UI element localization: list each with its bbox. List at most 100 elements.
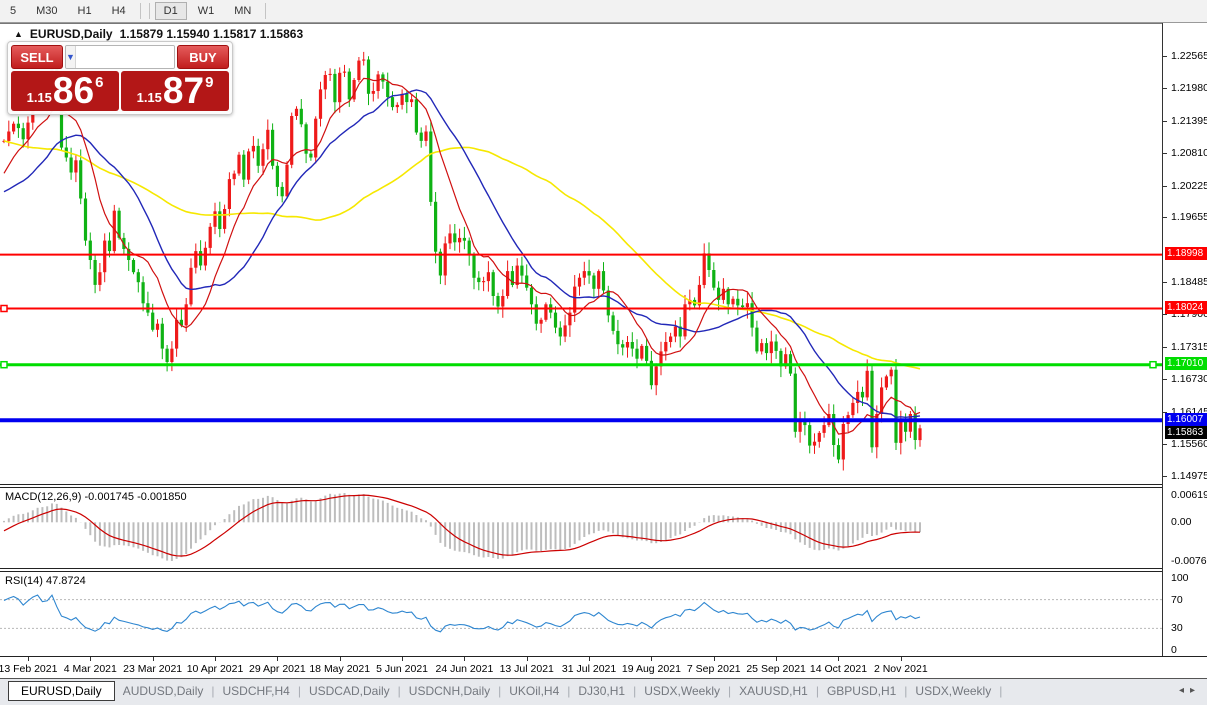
date-label: 13 Feb 2021 xyxy=(0,663,58,675)
chart-bottom-border xyxy=(0,656,1207,657)
price-tick-label: 1.20225 xyxy=(1171,179,1207,192)
toolbar-separator xyxy=(139,3,141,19)
time-tick xyxy=(589,657,591,661)
time-tick xyxy=(215,657,217,661)
price-tick-label: 1.21980 xyxy=(1171,82,1207,95)
date-label: 23 Mar 2021 xyxy=(123,663,183,675)
tab-separator: | xyxy=(567,684,571,698)
volume-decrease-button[interactable]: ▼ xyxy=(66,46,76,68)
buy-price-display[interactable]: 1.15 87 9 xyxy=(121,71,229,111)
time-tick xyxy=(651,657,653,661)
tab-separator: | xyxy=(498,684,502,698)
tab-separator: | xyxy=(728,684,732,698)
date-label: 31 Jul 2021 xyxy=(561,663,617,675)
sell-button[interactable]: SELL xyxy=(11,45,63,69)
price-tick-label: 70 xyxy=(1171,593,1183,606)
price-tick-label: 100 xyxy=(1171,572,1189,584)
tab-usdx-weekly[interactable]: USDX,Weekly xyxy=(915,684,992,698)
axis-tick xyxy=(1163,153,1167,155)
sell-price-prefix: 1.15 xyxy=(26,90,52,105)
time-axis[interactable]: 13 Feb 2021 4 Mar 2021 23 Mar 2021 10 Apr 2… xyxy=(0,657,1207,678)
price-tick-label: 1.14975 xyxy=(1171,470,1207,483)
buy-button[interactable]: BUY xyxy=(177,45,229,69)
price-tick-label: 1.20810 xyxy=(1171,147,1207,160)
tab-usdx-weekly[interactable]: USDX,Weekly xyxy=(644,684,720,698)
quote-ohlc: 1.15879 1.15940 1.15817 1.15863 xyxy=(119,27,304,41)
axis-tick xyxy=(1163,217,1167,219)
date-label: 10 Apr 2021 xyxy=(186,663,244,675)
date-label: 18 May 2021 xyxy=(309,663,371,675)
one-click-trading-panel: SELL ▼ ▲ BUY 1.15 86 6 1.15 87 9 xyxy=(7,41,233,115)
price-tick-label: 0 xyxy=(1171,644,1177,656)
tab-separator: | xyxy=(633,684,637,698)
date-label: 2 Nov 2021 xyxy=(873,663,928,675)
timeframe-button-H1[interactable]: H1 xyxy=(77,5,92,17)
price-tick-label: 1.22565 xyxy=(1171,49,1207,62)
time-tick xyxy=(464,657,466,661)
time-tick xyxy=(402,657,404,661)
timeframe-button-5[interactable]: 5 xyxy=(10,5,17,17)
axis-tick xyxy=(1163,379,1167,381)
price-axis[interactable]: 1.22565 1.21980 1.21395 1.20810 1.20225 1.196… xyxy=(1162,23,1207,656)
price-tick-label: 1.15560 xyxy=(1171,438,1207,451)
axis-tick xyxy=(1163,185,1167,187)
candlestick-chart[interactable] xyxy=(0,24,1162,484)
price-tick-label: 30 xyxy=(1171,622,1183,635)
buy-price-big: 87 xyxy=(162,70,205,111)
date-label: 24 Jun 2021 xyxy=(435,663,494,675)
price-level-label: 1.18024 xyxy=(1165,301,1207,315)
tab-xauusd-h1[interactable]: XAUUSD,H1 xyxy=(739,684,808,698)
toolbar-separator xyxy=(148,3,150,19)
time-tick xyxy=(277,657,279,661)
price-tick-label: 1.16730 xyxy=(1171,373,1207,386)
axis-tick xyxy=(1163,444,1167,446)
timeframe-button-W1[interactable]: W1 xyxy=(197,5,215,17)
tab-usdcad-daily[interactable]: USDCAD,Daily xyxy=(308,684,390,698)
macd-chart xyxy=(3,493,921,561)
main-chart-pane[interactable] xyxy=(0,23,1162,484)
sell-price-sup: 6 xyxy=(95,74,104,91)
pane-separator[interactable] xyxy=(0,568,1207,569)
sell-price-big: 86 xyxy=(52,70,95,111)
tab-scroll-right-icon[interactable]: ▸ xyxy=(1189,685,1201,696)
timeframe-button-M30[interactable]: M30 xyxy=(36,5,58,17)
time-tick xyxy=(526,657,528,661)
timeframe-button-MN[interactable]: MN xyxy=(234,5,252,17)
tab-separator: | xyxy=(815,684,819,698)
axis-tick xyxy=(1163,346,1167,348)
price-tick-label: 0.006193 xyxy=(1171,489,1207,501)
buy-price-prefix: 1.15 xyxy=(136,90,162,105)
sell-price-display[interactable]: 1.15 86 6 xyxy=(11,71,119,111)
macd-pane[interactable]: MACD(12,26,9) -0.001745 -0.001850 xyxy=(0,488,1162,568)
pane-separator[interactable] xyxy=(0,484,1207,485)
tab-usdchf-h4[interactable]: USDCHF,H4 xyxy=(222,684,290,698)
date-label: 19 Aug 2021 xyxy=(621,663,681,675)
time-tick xyxy=(27,657,29,661)
tab-scroll-left-icon[interactable]: ◂ xyxy=(1178,685,1190,696)
price-level-label: 1.15863 xyxy=(1165,425,1207,439)
tab-eurusd-daily[interactable]: EURUSD,Daily xyxy=(8,681,115,701)
time-tick xyxy=(838,657,840,661)
pane-separator[interactable] xyxy=(0,571,1207,572)
time-tick xyxy=(900,657,902,661)
time-tick xyxy=(152,657,154,661)
chart-tab-bar: EURUSD,Daily AUDUSD,Daily | USDCHF,H4 | USDCA… xyxy=(0,678,1207,705)
rsi-label: RSI(14) 47.8724 xyxy=(5,575,86,587)
price-level-label: 1.18998 xyxy=(1165,247,1207,261)
collapse-panel-icon[interactable]: ▲ xyxy=(14,29,23,39)
volume-field-wrap: ▼ ▲ xyxy=(65,45,175,69)
timeframe-button-D1[interactable]: D1 xyxy=(154,2,187,20)
rsi-pane[interactable]: RSI(14) 47.8724 xyxy=(0,572,1162,656)
timeframe-button-H4[interactable]: H4 xyxy=(111,5,126,17)
axis-tick xyxy=(1163,120,1167,122)
tab-gbpusd-h1[interactable]: GBPUSD,H1 xyxy=(826,684,897,698)
macd-label: MACD(12,26,9) -0.001745 -0.001850 xyxy=(5,491,187,503)
axis-tick xyxy=(1163,282,1167,283)
pane-separator[interactable] xyxy=(0,487,1207,488)
tab-ukoil-h4[interactable]: UKOil,H4 xyxy=(509,684,560,698)
tab-audusd-daily[interactable]: AUDUSD,Daily xyxy=(122,684,204,698)
price-tick-label: 0.00 xyxy=(1171,516,1192,529)
tab-usdcnh-daily[interactable]: USDCNH,Daily xyxy=(408,684,491,698)
volume-input[interactable] xyxy=(75,46,174,68)
tab-dj30-h1[interactable]: DJ30,H1 xyxy=(578,684,626,698)
